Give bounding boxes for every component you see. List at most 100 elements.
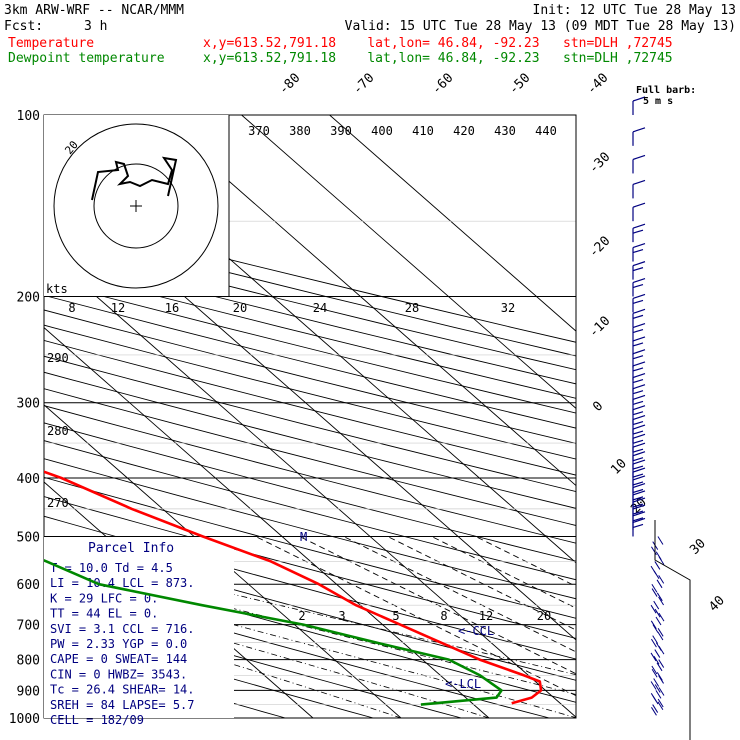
wind-barb [654,608,661,618]
wind-barb-flag [632,336,646,342]
wind-barb [653,656,660,665]
isotherm-label: 0 [590,399,606,415]
wind-barb-flag [632,223,646,229]
wind-barb [652,624,659,633]
hodograph-unit-label: kts [46,282,68,296]
dewpoint-profile [44,559,503,706]
theta-label: 370 [248,124,270,138]
isotherm-label: -70 [350,71,377,98]
parcel-title: Parcel Info [88,541,174,556]
wind-barb [650,652,657,662]
theta-label: 420 [453,124,475,138]
wind-barb [658,659,665,668]
wind-barb-flag [632,448,644,453]
wind-barb [651,588,658,597]
isotherm-label: 40 [706,593,728,615]
pressure-tick-label: 800 [17,654,40,669]
wind-barb-flag [632,367,644,372]
theta-e-label: 32 [501,301,515,315]
temperature-location-info: x,y=613.52,791.18 lat,lon= 46.84, -92.23… [203,36,673,51]
wind-barb-flag [632,314,644,319]
wind-barb-flag [632,510,644,515]
wind-barb [658,675,664,684]
dewpoint-legend-label: Dewpoint temperature [8,51,165,66]
barb-legend-units: 5 m s [643,96,673,107]
isotherm-line [153,115,576,487]
theta-label: 440 [535,124,557,138]
wind-barb-flag [632,517,646,524]
wind-barb [658,612,665,622]
moist-adiabat-line [44,559,576,695]
lcl-marker: <-LCL [445,677,481,691]
wind-barb-flag [632,229,644,234]
wind-barb [652,695,659,705]
wind-barb [656,592,663,602]
wind-barb-flag [632,457,644,462]
ccl-marker: <-CCL [458,624,494,638]
wind-barb-flag [632,328,644,334]
theta-label: 430 [494,124,516,138]
mixing-ratio-line [299,536,576,675]
plot-frame [43,114,577,719]
wind-barb [658,596,664,606]
pressure-tick-label: 900 [17,684,40,699]
wind-barb-flag [632,523,644,529]
wind-barb-flag [632,96,646,102]
wind-barbs [632,96,691,740]
isotherm-label: -60 [429,71,456,98]
theta-side-label: 270 [47,496,69,510]
mixing-ratio-line [343,536,576,653]
wind-barb [658,687,665,696]
wind-barb-flag [632,488,644,494]
wind-barb [650,546,657,556]
isotherm-label: -20 [586,234,613,261]
isotherm-label: 30 [687,536,709,558]
isotherm-label: -30 [586,150,613,177]
wind-barb-flag [632,414,646,421]
mixing-ratio-label: 8 [440,609,447,623]
wind-barb-flag [632,400,644,405]
wind-barb-flag [632,496,644,501]
wind-barb [654,649,661,658]
wind-barb-flag [632,473,644,478]
wind-barb-flag [632,411,644,416]
init-time: Init: 12 UTC Tue 28 May 13 [532,3,737,18]
wind-barb-flag [632,378,644,384]
wind-barb-flag [632,277,646,284]
mixing-ratio-label: 5 [392,609,399,623]
wind-barb [653,678,660,687]
wind-barb [651,638,657,648]
theta-e-label: 28 [405,301,419,315]
wind-barb-flag [632,430,644,435]
parcel-info-row: K = 29 LFC = 0. [50,591,158,605]
wind-barb [655,690,662,699]
mixing-ratio-line [255,536,576,697]
wind-barb-flag [632,349,646,355]
wind-barb-flag [632,179,646,185]
isotherm-line [241,115,576,409]
mixing-ratio-line [387,536,576,631]
wind-barb [657,698,664,708]
wind-barb [657,631,664,641]
valid-time: Valid: 15 UTC Tue 28 May 13 (09 MDT Tue … [344,19,736,34]
wind-barb-flag [632,459,646,465]
wind-barb-flag [632,322,646,329]
isotherm-label: -50 [506,71,533,98]
wind-barb-flag [632,355,644,360]
wind-barb-flag [632,361,646,367]
isotherm-label: 10 [608,456,630,478]
wind-barb [658,645,665,655]
theta-e-label: 24 [313,301,327,315]
mixing-ratio-label: 20 [537,609,551,623]
parcel-info-row: CELL = 182/09 [50,713,144,727]
wind-barb [650,604,657,614]
isotherm-label: -10 [586,314,613,341]
theta-e-label: 16 [165,301,179,315]
wind-barb-flag [632,293,646,299]
theta-label: 380 [289,124,311,138]
wind-barb [651,665,658,675]
wind-barb-flag [632,248,644,254]
